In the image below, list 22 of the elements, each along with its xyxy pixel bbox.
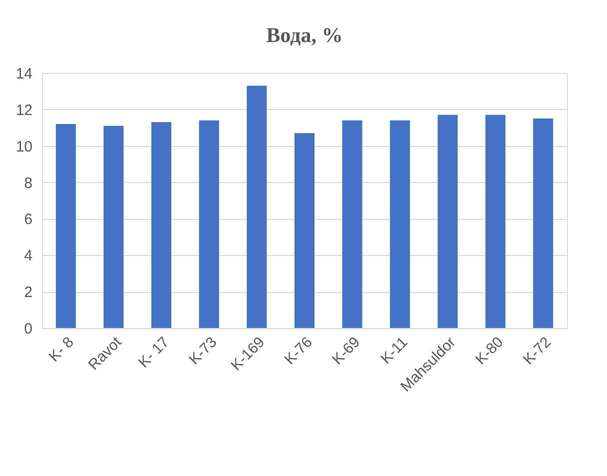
- bar: [56, 124, 76, 328]
- y-tick-label: 4: [24, 248, 32, 265]
- y-tick-label: 14: [16, 66, 32, 82]
- chart-title: Вода, %: [266, 23, 343, 47]
- bar: [246, 86, 267, 328]
- bar: [151, 122, 172, 328]
- bar: [533, 118, 554, 328]
- x-tick-label: K- 8: [46, 334, 78, 366]
- y-tick-label: 8: [24, 174, 32, 192]
- y-tick-label: 10: [16, 138, 32, 156]
- y-tick-label: 12: [16, 102, 32, 119]
- bar: [199, 120, 220, 328]
- y-tick-label: 0: [24, 320, 32, 338]
- y-tick-label: 6: [24, 211, 32, 228]
- bar: [342, 120, 362, 328]
- bar: [104, 126, 124, 328]
- bar: [438, 114, 458, 328]
- y-tick-label: 2: [24, 284, 32, 302]
- bar: [390, 120, 410, 328]
- bar: [485, 114, 506, 328]
- bar: [294, 133, 314, 328]
- x-tick-label: K- 17: [135, 334, 173, 372]
